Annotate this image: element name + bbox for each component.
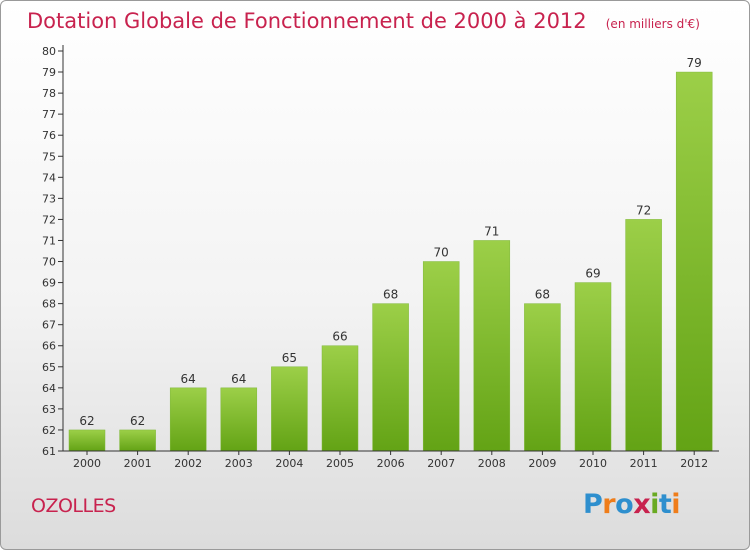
y-tick-label: 76: [42, 129, 56, 142]
y-tick-label: 69: [42, 277, 56, 290]
logo-letter: i: [671, 489, 681, 520]
y-tick-label: 74: [42, 171, 56, 184]
bar-2002: [169, 387, 207, 452]
x-tick-label: 2001: [124, 457, 152, 470]
y-tick-label: 68: [42, 298, 56, 311]
bar-2004: [271, 366, 308, 452]
x-tick-label: 2003: [225, 457, 253, 470]
y-tick-label: 67: [42, 319, 56, 332]
bar-2008: [473, 240, 511, 452]
x-tick-label: 2008: [478, 457, 506, 470]
bar-value-label: 68: [535, 288, 550, 302]
x-tick-label: 2006: [377, 457, 405, 470]
bar-value-label: 79: [687, 56, 702, 70]
y-tick-label: 64: [42, 382, 56, 395]
x-tick-label: 2004: [275, 457, 303, 470]
logo-letter: i: [650, 489, 659, 520]
x-tick-label: 2009: [528, 457, 556, 470]
commune-name: OZOLLES: [31, 495, 116, 517]
logo-letter: r: [602, 489, 616, 520]
bar-2000: [68, 429, 106, 452]
bar-2005: [321, 345, 359, 452]
y-tick-label: 66: [42, 340, 56, 353]
bar-2011: [625, 219, 662, 452]
y-tick-label: 75: [42, 150, 56, 163]
bar-2012: [675, 71, 713, 452]
logo-letter: o: [615, 489, 634, 520]
x-tick-label: 2011: [630, 457, 658, 470]
chart-title: Dotation Globale de Fonctionnement de 20…: [27, 9, 587, 33]
bars: 62 62 64 64 65 66 68 70 71 68 69 72 79: [68, 56, 713, 452]
proxiti-logo: Proxiti: [583, 489, 681, 520]
y-tick-label: 72: [42, 213, 56, 226]
logo-letter: P: [583, 489, 603, 520]
bar-value-label: 65: [282, 351, 297, 365]
x-tick-label: 2005: [326, 457, 354, 470]
bar-value-label: 66: [332, 330, 347, 344]
y-tick-label: 65: [42, 361, 56, 374]
y-tick-label: 77: [42, 108, 56, 121]
bar-value-label: 69: [585, 267, 600, 281]
bar-value-label: 64: [231, 372, 246, 386]
y-tick-label: 70: [42, 256, 56, 269]
bar-2001: [119, 429, 156, 452]
x-tick-label: 2010: [579, 457, 607, 470]
x-tick-label: 2007: [427, 457, 455, 470]
y-tick-label: 73: [42, 192, 56, 205]
y-tick-label: 80: [42, 45, 56, 58]
bar-2010: [574, 282, 612, 452]
bar-value-label: 71: [484, 224, 499, 238]
title-row: Dotation Globale de Fonctionnement de 20…: [27, 9, 700, 33]
bar-value-label: 72: [636, 203, 651, 217]
y-axis: 61 62 63 64 65 66 67 68 69 70 71 72 73 74 75 76 77 78 79 80: [42, 45, 64, 458]
x-axis: 2000 2001 2002 2003 2004 2005 2006 2007 2008 2009…: [63, 450, 719, 470]
y-tick-label: 61: [42, 445, 56, 458]
y-tick-label: 62: [42, 424, 56, 437]
chart-unit: (en milliers d'€): [605, 17, 700, 31]
bar-value-label: 68: [383, 288, 398, 302]
bar-value-label: 62: [79, 414, 94, 428]
bar-value-label: 62: [130, 414, 145, 428]
y-tick-label: 63: [42, 403, 56, 416]
x-tick-label: 2002: [174, 457, 202, 470]
y-tick-label: 79: [42, 66, 56, 79]
y-tick-label: 78: [42, 87, 56, 100]
bar-value-label: 70: [434, 246, 449, 260]
bar-2006: [372, 303, 409, 452]
bar-value-label: 64: [181, 372, 196, 386]
logo-letter: t: [658, 489, 672, 520]
bar-2007: [422, 261, 460, 452]
x-tick-label: 2000: [73, 457, 101, 470]
bar-2003: [220, 387, 258, 452]
logo-letter: x: [633, 489, 651, 520]
x-tick-label: 2012: [680, 457, 708, 470]
bar-2009: [524, 303, 561, 452]
y-tick-label: 71: [42, 234, 56, 247]
